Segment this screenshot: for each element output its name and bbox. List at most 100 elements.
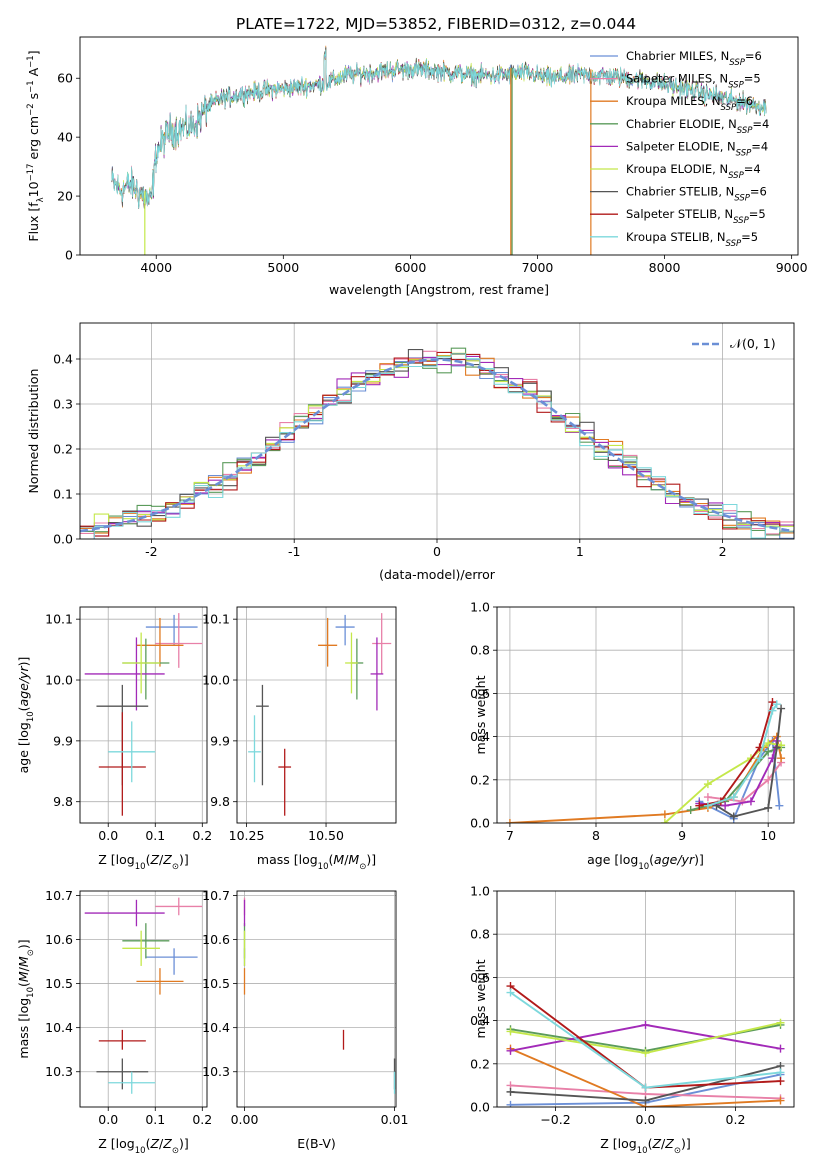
- mass-weight-marker: [641, 1049, 650, 1057]
- mass-weight-marker: [703, 801, 712, 810]
- mass-weight-marker: [768, 706, 777, 715]
- spectrum-axes: 4000 5000 6000 7000 8000 9000 0 20 40 60 wavelengt…: [26, 36, 808, 297]
- y-tick-label: 0.4: [470, 1013, 490, 1028]
- y-tick-label: 10.6: [202, 932, 230, 947]
- x-tick-label: 8: [592, 828, 600, 843]
- y-tick-label: 10.0: [202, 673, 230, 688]
- y-tick-label: 10.4: [45, 1020, 73, 1035]
- mass-weight-marker: [776, 1077, 785, 1086]
- mass-vs-ebv-axes: 0.00 0.01 10.3 10.4 10.5 10.6 10.7 E(B-V): [202, 888, 408, 1151]
- y-tick-label: 9.9: [53, 733, 73, 748]
- y-tick-label: 0.6: [470, 686, 490, 701]
- weight-vs-z-xlabel: Z [log10(Z/Z⊙)]: [600, 1136, 690, 1156]
- mass-vs-ebv-frame: [236, 890, 397, 1108]
- y-tick-label: 0.4: [470, 729, 490, 744]
- x-tick-label: 5000: [267, 260, 299, 275]
- x-tick-label: 8000: [649, 260, 681, 275]
- mass-weight-marker: [772, 700, 781, 709]
- legend-entry: Kroupa STELIB, NSSP=5: [626, 230, 758, 249]
- x-tick-label: 0.0: [636, 1112, 656, 1127]
- mass-vs-z-axes: 0.0 0.1 0.2 10.3 10.4 10.5 10.6 10.7 Z [log10(Z/…: [16, 888, 212, 1156]
- y-tick-label: 0.0: [470, 1100, 490, 1115]
- mass-weight-marker: [764, 739, 773, 748]
- x-tick-label: 9000: [776, 260, 808, 275]
- mass-weight-marker: [746, 797, 755, 806]
- x-tick-label: 10: [760, 828, 776, 843]
- mass-weight-line: [699, 701, 774, 807]
- y-tick-label: 9.8: [53, 794, 73, 809]
- mass-weight-marker: [764, 747, 773, 756]
- mass-vs-z-plot: [84, 897, 203, 1094]
- mass-weight-marker: [703, 793, 712, 802]
- y-tick-label: 10.4: [202, 1020, 230, 1035]
- x-tick-label: 0.2: [192, 828, 212, 843]
- mass-weight-marker: [777, 741, 786, 750]
- mass-weight-marker: [776, 1096, 785, 1105]
- weight-vs-z-plot: [506, 982, 785, 1107]
- y-tick-label: 10.1: [45, 612, 73, 627]
- mass-weight-marker: [764, 775, 773, 784]
- y-tick-label: 10.3: [202, 1064, 230, 1079]
- weight-vs-age-axes: 7 8 9 10 0.0 0.2 0.4 0.6 0.8 1.0 age [log10(age/yr…: [470, 600, 795, 872]
- age-vs-z-axes: 0.0 0.1 0.2 9.8 9.9 10.0 10.1 Z [log10(Z/Z⊙)] ag…: [16, 606, 212, 872]
- residuals-ylabel: Normed distribution: [26, 369, 41, 494]
- x-tick-label: 0.1: [145, 1112, 165, 1127]
- mass-weight-marker: [729, 812, 738, 821]
- weight-vs-age-frame: [496, 606, 795, 824]
- weight-vs-age-plot: [505, 698, 786, 823]
- age-vs-mass-xlabel: mass [log10(M/M⊙)]: [257, 852, 376, 872]
- legend-entry: Kroupa MILES, NSSP=6: [626, 94, 753, 113]
- y-tick-label: 10.6: [45, 932, 73, 947]
- age-vs-z-ylabel: age [log10(age/yr)]: [16, 657, 36, 774]
- y-tick-label: 10.5: [202, 976, 230, 991]
- spectrum-xlabel: wavelength [Angstrom, rest frame]: [329, 282, 549, 297]
- y-tick-label: 0.2: [53, 442, 73, 457]
- residuals-xlabel: (data-model)/error: [379, 567, 496, 582]
- residual-histogram: [80, 353, 794, 539]
- y-tick-label: 0: [65, 248, 73, 263]
- legend-entry: 𝒩(0, 1): [730, 336, 776, 351]
- age-vs-z-xlabel: Z [log10(Z/Z⊙)]: [98, 852, 188, 872]
- mass-weight-marker: [660, 810, 669, 819]
- age-vs-z-frame: [79, 606, 208, 824]
- residuals-frame: [79, 322, 795, 540]
- y-tick-label: 0.2: [470, 772, 490, 787]
- mass-weight-marker: [729, 793, 738, 802]
- y-tick-label: 0.0: [470, 816, 490, 831]
- mass-weight-marker: [506, 1046, 515, 1055]
- y-tick-label: 1.0: [470, 600, 490, 615]
- age-vs-mass-frame: [236, 606, 397, 824]
- spectrum-plot: [111, 45, 767, 255]
- legend-entry: Salpeter MILES, NSSP=5: [626, 72, 761, 91]
- y-tick-label: 10.1: [202, 612, 230, 627]
- x-tick-label: 0.0: [98, 1112, 118, 1127]
- x-tick-label: 6000: [395, 260, 427, 275]
- residuals-axes: -2 -1 0 1 2 0.0 0.1 0.2 0.3 0.4 𝒩(0, 1) (data-model…: [26, 322, 795, 582]
- legend-entry: Salpeter ELODIE, NSSP=4: [626, 139, 768, 158]
- mass-weight-marker: [768, 698, 777, 707]
- x-tick-label: 4000: [140, 260, 172, 275]
- mass-weight-marker: [777, 754, 786, 763]
- x-tick-label: 0.2: [726, 1112, 746, 1127]
- x-tick-label: 0.01: [381, 1112, 409, 1127]
- mass-weight-marker: [641, 1020, 650, 1029]
- weight-vs-age-xlabel: age [log10(age/yr)]: [587, 852, 704, 872]
- x-tick-label: 0.00: [231, 1112, 259, 1127]
- mass-weight-marker: [776, 1068, 785, 1077]
- age-vs-z-plot: [84, 613, 203, 816]
- mass-weight-marker: [506, 1087, 515, 1096]
- x-tick-label: 10.50: [308, 828, 344, 843]
- y-tick-label: 10.0: [45, 673, 73, 688]
- y-tick-label: 0.6: [470, 970, 490, 985]
- y-tick-label: 0.0: [53, 532, 73, 547]
- y-tick-label: 1.0: [470, 884, 490, 899]
- weight-vs-z-axes: −0.2 0.0 0.2 0.0 0.2 0.4 0.6 0.8 1.0 Z [log10(Z/Z…: [470, 884, 795, 1156]
- y-tick-label: 0.3: [53, 397, 73, 412]
- x-tick-label: 9: [678, 828, 686, 843]
- mass-weight-marker: [660, 819, 669, 823]
- panels: 4000 5000 6000 7000 8000 90000204060wavelengt…: [16, 36, 808, 1156]
- spectrum-ylabel: Flux [fλ10−17 erg cm−2 s−1 A−1]: [26, 50, 46, 241]
- weight-vs-z-ylabel: mass weight: [473, 959, 488, 1038]
- x-tick-label: 0.0: [98, 828, 118, 843]
